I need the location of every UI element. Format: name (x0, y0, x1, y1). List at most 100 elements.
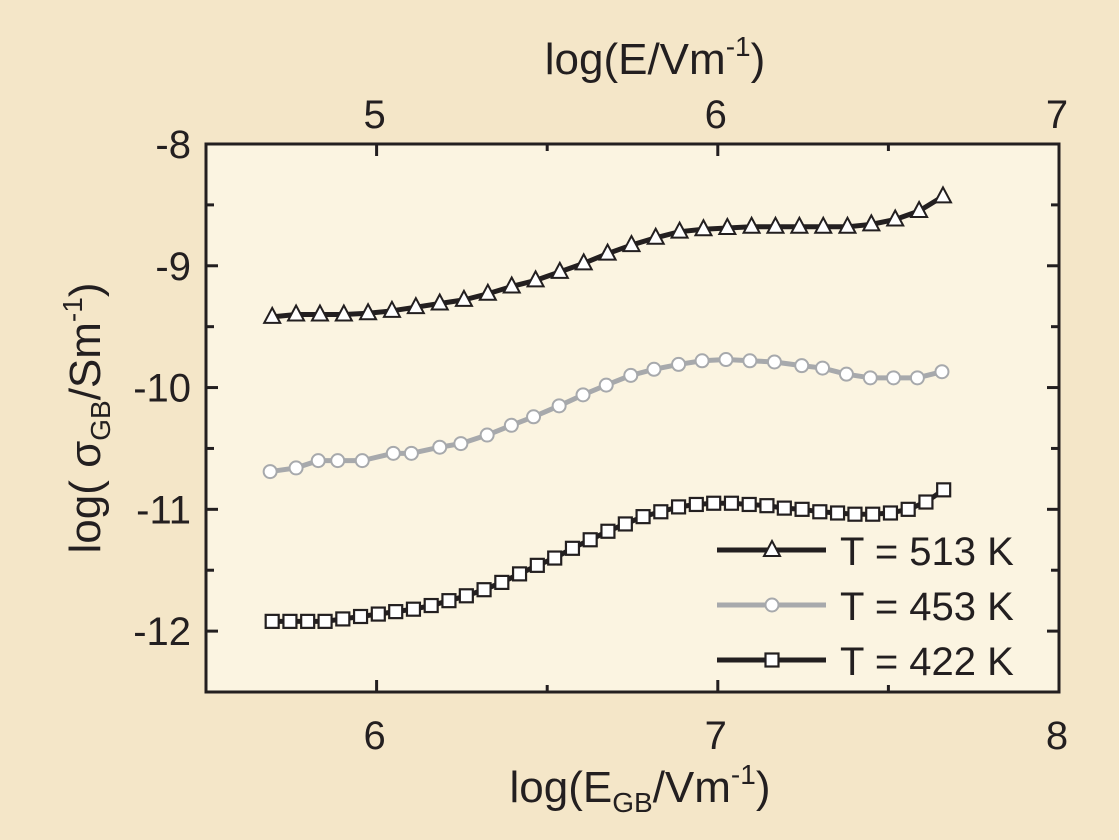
data-point (776, 500, 792, 516)
data-point (317, 613, 333, 629)
legend: T = 513 K T = 453 K T = 422 K (717, 530, 1014, 684)
data-point (525, 269, 546, 288)
y-tick-label: -8 (155, 123, 191, 167)
data-point (458, 588, 474, 604)
data-point (837, 215, 858, 234)
data-point (423, 597, 439, 614)
data-point (886, 370, 902, 386)
data-point (476, 582, 492, 598)
data-point (547, 550, 563, 566)
data-point (600, 523, 616, 539)
data-point (669, 220, 690, 239)
data-point (441, 593, 457, 609)
data-point (882, 505, 899, 521)
data-point (829, 505, 846, 521)
data-point (765, 215, 786, 234)
data-point (262, 464, 278, 480)
data-point (264, 613, 280, 629)
data-point (759, 498, 775, 514)
data-point (511, 566, 528, 582)
y-tick-label: -12 (133, 610, 191, 654)
data-point (370, 606, 386, 622)
data-point (494, 574, 510, 591)
data-point (335, 611, 351, 627)
data-point (865, 506, 881, 522)
data-point (688, 496, 704, 513)
data-point (671, 356, 687, 372)
data-point (717, 216, 738, 236)
data-point (574, 252, 594, 271)
data-point (598, 377, 614, 393)
legend-item: T = 453 K (717, 585, 1014, 629)
data-point (262, 305, 282, 324)
legend-marker-circle-icon (764, 597, 780, 613)
data-point (623, 367, 639, 383)
data-point (933, 185, 953, 204)
top-tick-label: 5 (363, 93, 385, 137)
data-point (670, 499, 687, 515)
data-point (354, 453, 370, 469)
data-point (529, 557, 545, 573)
data-point (653, 504, 669, 520)
plot-frame (204, 142, 1061, 694)
data-point (812, 504, 828, 520)
x-tick-label: 6 (363, 714, 385, 758)
data-point (406, 296, 426, 315)
series-circle (262, 352, 950, 480)
data-point (454, 288, 474, 307)
series-square (264, 482, 952, 629)
data-point (310, 453, 326, 469)
data-point (526, 409, 542, 425)
data-point (310, 303, 330, 322)
data-point (918, 494, 934, 510)
data-point (334, 303, 354, 322)
data-point (862, 370, 878, 386)
data-point (617, 516, 633, 532)
top-tick-label: 7 (1046, 93, 1068, 137)
data-point (352, 608, 369, 625)
data-point (742, 353, 758, 369)
x-tick-label: 7 (705, 714, 727, 758)
data-point (741, 215, 762, 234)
data-point (909, 370, 925, 386)
data-point (550, 260, 570, 279)
data-point (582, 532, 598, 548)
y-axis-label: log( σGB/Sm-1) (57, 282, 116, 553)
data-point (300, 613, 316, 629)
data-point (909, 199, 929, 218)
data-point (900, 501, 916, 517)
legend-marker-triangle-icon (762, 538, 782, 557)
data-point (502, 275, 522, 294)
data-point (815, 360, 831, 376)
y-tick-label: -11 (136, 488, 191, 532)
data-point (635, 509, 651, 525)
data-point (794, 358, 810, 374)
data-point (794, 501, 810, 517)
data-point (564, 540, 581, 556)
data-point (382, 299, 402, 318)
data-point (723, 495, 740, 511)
data-point (936, 482, 952, 498)
data-point (838, 366, 854, 382)
data-point (385, 445, 401, 461)
data-point (861, 213, 882, 232)
data-point (358, 302, 378, 321)
data-point (693, 218, 714, 237)
y-tick-label: -9 (155, 245, 191, 289)
series-layer (262, 185, 953, 629)
axes-layer (204, 142, 1061, 694)
x-axis-label: log(EGB/Vm-1) (510, 759, 771, 818)
data-point (621, 233, 642, 253)
data-point (646, 361, 662, 377)
data-point (330, 453, 346, 469)
data-point (813, 215, 833, 234)
legend-item: T = 422 K (717, 640, 1014, 684)
tick-labels: 6 7 8 5 6 7 -8 -9 -10 -11 -12 (133, 93, 1068, 758)
data-point (934, 364, 950, 380)
data-point (706, 495, 722, 511)
data-point (646, 226, 666, 245)
top-axis-label: log(E/Vm-1) (545, 31, 766, 84)
legend-label: T = 422 K (840, 640, 1014, 684)
data-point (741, 496, 757, 513)
